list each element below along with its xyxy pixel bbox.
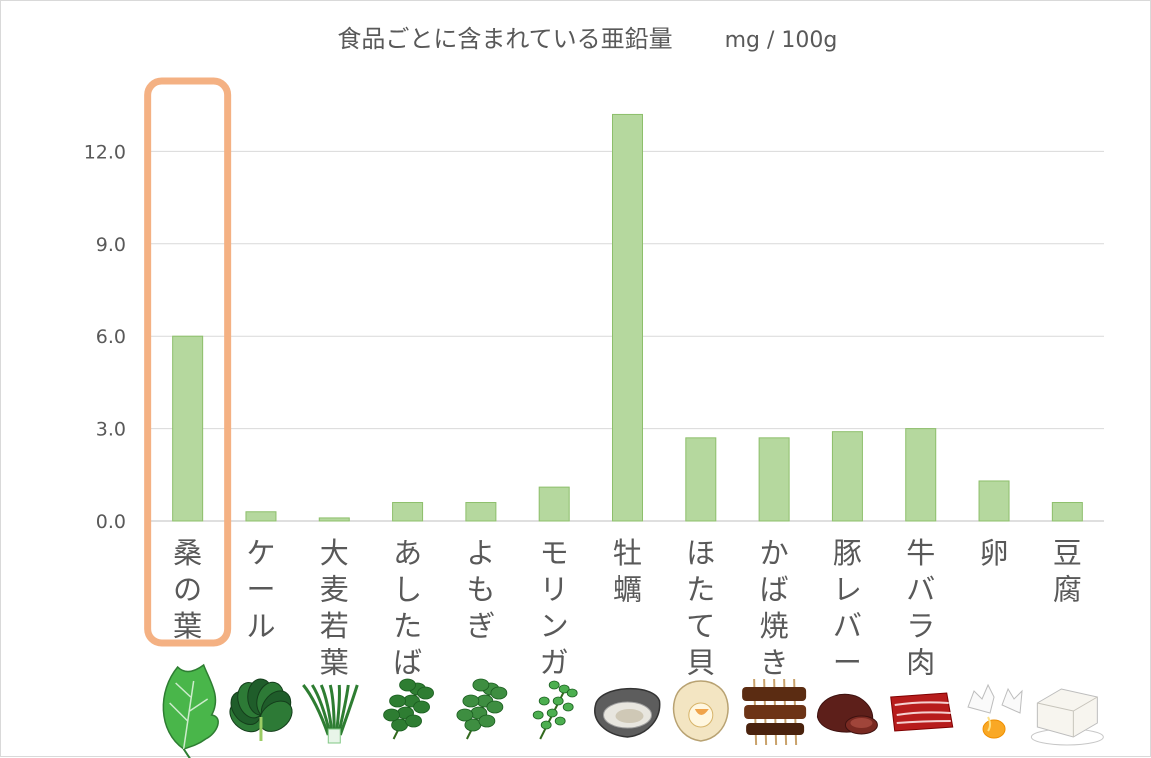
bar-12 xyxy=(978,480,1010,522)
category-label: ほたて貝 xyxy=(686,536,715,680)
bar-6 xyxy=(538,486,570,522)
barley-grass-icon xyxy=(302,684,359,744)
category-label: 大麦若葉 xyxy=(320,536,349,680)
mugwort-icon xyxy=(456,678,508,740)
grilled-eel-icon xyxy=(742,678,807,746)
bar-5 xyxy=(465,502,497,522)
category-label: モリンガ xyxy=(540,536,569,680)
beef-belly-icon xyxy=(890,692,954,732)
mulberry-leaf-icon xyxy=(162,663,219,758)
bar-1 xyxy=(172,335,204,522)
category-label: 牡蠣 xyxy=(613,536,642,607)
egg-icon xyxy=(967,683,1023,739)
category-label: 桑の葉 xyxy=(173,536,202,643)
category-label: 牛バラ肉 xyxy=(906,536,935,680)
y-tick-label: 12.0 xyxy=(84,141,126,163)
bar-4 xyxy=(392,502,424,522)
kale-icon xyxy=(229,678,293,741)
category-label: ケール xyxy=(246,536,275,643)
y-tick-label: 9.0 xyxy=(96,234,126,256)
y-tick-label: 6.0 xyxy=(96,326,126,348)
bar-9 xyxy=(758,437,790,522)
moringa-icon xyxy=(532,680,578,740)
category-label: 豚レバー xyxy=(833,536,862,680)
category-label: あしたば xyxy=(393,536,422,680)
category-label: 卵 xyxy=(980,536,1009,570)
bar-8 xyxy=(685,437,717,522)
chart-title: 食品ごとに含まれている亜鉛量 xyxy=(337,25,672,53)
scallop-icon xyxy=(672,680,729,742)
tofu-icon xyxy=(1030,688,1104,746)
bar-3 xyxy=(318,517,350,522)
chart-unit: mg / 100g xyxy=(725,28,838,53)
bar-2 xyxy=(245,511,277,522)
highlight-frame xyxy=(144,77,232,647)
y-tick-label: 0.0 xyxy=(96,511,126,533)
category-label: かば焼き xyxy=(760,536,789,680)
bar-7 xyxy=(612,113,643,522)
pork-liver-icon xyxy=(816,693,878,735)
bar-10 xyxy=(831,431,863,522)
oyster-icon xyxy=(594,688,661,738)
y-tick-label: 3.0 xyxy=(96,419,126,441)
category-label: 豆腐 xyxy=(1053,536,1082,607)
bar-13 xyxy=(1051,502,1083,522)
bar-11 xyxy=(905,428,937,522)
category-label: よもぎ xyxy=(466,536,495,643)
ashitaba-icon xyxy=(383,678,434,740)
